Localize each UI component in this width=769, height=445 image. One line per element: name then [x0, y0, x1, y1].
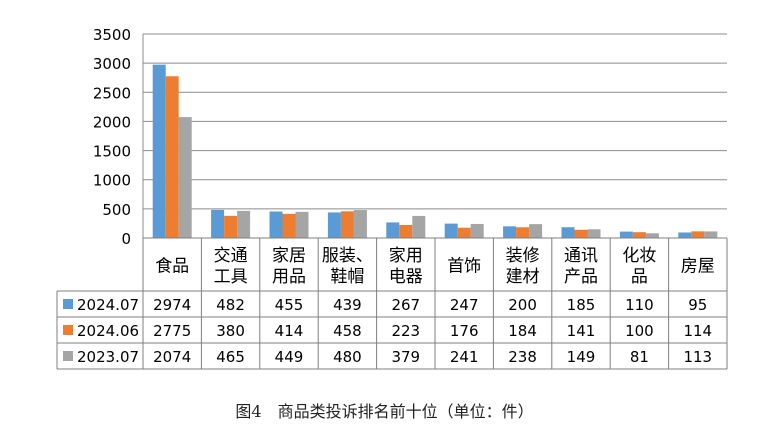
data-value: 200	[508, 296, 537, 314]
bar	[412, 215, 426, 238]
bar	[237, 210, 251, 238]
bar	[224, 215, 238, 238]
bar	[353, 210, 367, 238]
y-tick-label: 2500	[93, 84, 131, 102]
category-label: 鞋帽	[330, 267, 364, 287]
data-value: 95	[688, 296, 707, 314]
data-value: 2974	[153, 296, 191, 314]
bar	[152, 64, 166, 238]
bar	[327, 212, 341, 238]
y-tick-label: 1500	[93, 143, 131, 161]
y-tick-label: 3000	[93, 55, 131, 73]
data-value: 379	[391, 348, 420, 366]
category-label: 品	[631, 267, 648, 287]
data-value: 380	[216, 322, 245, 340]
legend-key	[63, 299, 73, 309]
y-tick-label: 2000	[93, 113, 131, 131]
bar	[561, 227, 575, 238]
category-label: 用品	[272, 267, 306, 287]
bar	[269, 211, 283, 238]
data-value: 439	[333, 296, 362, 314]
category-label: 化妆	[622, 246, 656, 266]
bar	[444, 223, 458, 238]
bar	[503, 226, 517, 238]
data-value: 2074	[153, 348, 191, 366]
data-value: 149	[567, 348, 596, 366]
data-value: 114	[683, 322, 712, 340]
data-value: 465	[216, 348, 245, 366]
y-tick-label: 3500	[93, 26, 131, 44]
legend-key	[63, 351, 73, 361]
legend-series-name: 2024.06	[77, 322, 139, 340]
category-label: 交通	[214, 246, 248, 266]
bars	[152, 64, 718, 238]
category-label: 房屋	[681, 257, 715, 277]
legend-key	[63, 325, 73, 335]
data-value: 141	[567, 322, 596, 340]
data-value: 81	[630, 348, 649, 366]
data-value: 184	[508, 322, 537, 340]
data-value: 267	[391, 296, 420, 314]
bar	[516, 227, 530, 238]
bar	[457, 227, 471, 238]
bar	[282, 213, 296, 238]
bar	[165, 76, 179, 238]
data-value: 449	[275, 348, 304, 366]
data-value: 185	[567, 296, 596, 314]
bar	[704, 231, 718, 238]
category-label: 工具	[214, 267, 248, 287]
data-value: 223	[391, 322, 420, 340]
bar	[340, 211, 354, 238]
legend-series-name: 2023.07	[77, 348, 139, 366]
category-label: 家用	[389, 246, 423, 266]
y-tick-label: 1000	[93, 172, 131, 190]
y-tick-label: 500	[102, 201, 131, 219]
y-tick-label: 0	[121, 230, 131, 248]
data-value: 480	[333, 348, 362, 366]
category-label: 产品	[564, 267, 598, 287]
data-value: 241	[450, 348, 479, 366]
data-value: 176	[450, 322, 479, 340]
bar	[587, 229, 601, 238]
bar	[574, 229, 588, 238]
category-label: 服装、	[322, 246, 373, 266]
category-label: 通讯	[564, 246, 598, 266]
data-value: 100	[625, 322, 654, 340]
category-label: 装修	[506, 246, 540, 266]
bar	[691, 231, 705, 238]
data-value: 238	[508, 348, 537, 366]
data-value: 247	[450, 296, 479, 314]
bar	[619, 231, 633, 238]
bar	[470, 223, 484, 238]
data-value: 110	[625, 296, 654, 314]
bar	[632, 232, 646, 238]
data-value: 2775	[153, 322, 191, 340]
bar	[529, 224, 543, 238]
gridlines	[143, 33, 727, 239]
category-label: 首饰	[447, 257, 481, 277]
bar	[678, 232, 692, 238]
data-value: 482	[216, 296, 245, 314]
data-value: 455	[275, 296, 304, 314]
category-label: 食品	[155, 257, 189, 277]
bar	[178, 117, 192, 238]
data-value: 458	[333, 322, 362, 340]
bar	[399, 225, 413, 238]
bar	[295, 211, 309, 238]
data-value: 414	[275, 322, 304, 340]
bar	[645, 233, 659, 238]
category-label: 建材	[506, 267, 540, 287]
figure-caption: 图4 商品类投诉排名前十位（单位：件）	[235, 402, 534, 421]
y-axis: 0 500 1000 1500 2000 2500 3000 3500	[93, 26, 144, 248]
bar	[211, 209, 225, 238]
category-label: 电器	[389, 267, 423, 287]
bar	[386, 222, 400, 238]
category-label: 家居	[272, 246, 306, 266]
legend-series-name: 2024.07	[77, 296, 139, 314]
data-value: 113	[683, 348, 712, 366]
